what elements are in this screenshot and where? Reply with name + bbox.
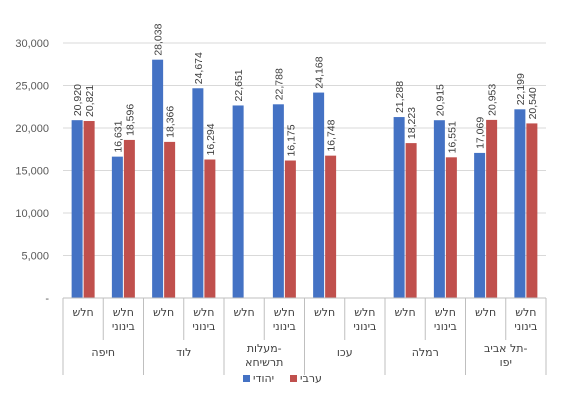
data-label: 22,199 bbox=[515, 73, 527, 105]
x-subcategory-label: בינוני bbox=[192, 320, 215, 333]
data-label: 18,223 bbox=[406, 107, 418, 139]
y-tick-label: 15,000 bbox=[15, 166, 49, 178]
data-label: 20,540 bbox=[527, 87, 539, 119]
bar-arab bbox=[325, 155, 337, 298]
bar-arab bbox=[204, 159, 216, 298]
x-group-label: רמלה bbox=[412, 346, 439, 359]
data-label: 20,953 bbox=[487, 84, 499, 116]
x-subcategory-label: חלש bbox=[435, 306, 456, 319]
legend: יהודי ערבי bbox=[243, 372, 322, 385]
bar-jewish bbox=[433, 120, 445, 298]
y-tick-label: 20,000 bbox=[15, 123, 49, 135]
x-group-label: עכו bbox=[337, 346, 353, 359]
legend-swatch bbox=[243, 375, 250, 382]
data-label: 20,821 bbox=[84, 85, 96, 117]
bar-jewish bbox=[152, 59, 164, 298]
bar-jewish bbox=[514, 109, 526, 298]
bar-jewish bbox=[313, 92, 325, 299]
data-label: 28,038 bbox=[153, 23, 165, 55]
data-label: 22,651 bbox=[233, 69, 245, 101]
bar-arab bbox=[284, 160, 296, 298]
x-subcategory-label: חלש bbox=[234, 306, 255, 319]
data-label: 17,069 bbox=[475, 117, 487, 149]
data-label: 16,748 bbox=[326, 119, 338, 151]
data-label: 24,168 bbox=[314, 56, 326, 88]
x-subcategory-label: בינוני bbox=[353, 320, 376, 333]
x-group-label: תל אביב- bbox=[484, 342, 528, 355]
x-subcategory-label: חלש bbox=[193, 306, 214, 319]
y-tick-label: 5,000 bbox=[21, 251, 49, 263]
bar-jewish bbox=[71, 120, 83, 299]
bar-arab bbox=[164, 141, 176, 298]
y-axis: - 5,000 10,000 15,000 20,000 25,000 30,000 bbox=[15, 38, 49, 305]
x-subcategory-label: בינוני bbox=[273, 320, 296, 333]
bar-arab bbox=[445, 157, 457, 298]
data-label: 18,596 bbox=[124, 104, 136, 136]
y-tick-label: - bbox=[45, 293, 49, 305]
bar-arab bbox=[486, 119, 498, 298]
bar-jewish bbox=[232, 105, 244, 299]
bar-arab bbox=[83, 121, 95, 298]
x-subcategory-label: חלש bbox=[274, 306, 295, 319]
bar-arab bbox=[526, 123, 538, 298]
bars bbox=[71, 59, 538, 299]
data-label: 16,551 bbox=[446, 121, 458, 153]
x-group-label: לוד bbox=[176, 346, 191, 359]
bar-arab bbox=[405, 143, 417, 298]
data-label: 16,294 bbox=[205, 123, 217, 155]
x-subcategory-label: חלש bbox=[515, 306, 536, 319]
bar-jewish bbox=[474, 152, 486, 298]
x-subcategory-label: בינוני bbox=[112, 320, 135, 333]
bar-jewish bbox=[111, 156, 123, 298]
bar-jewish bbox=[272, 104, 284, 298]
y-tick-label: 25,000 bbox=[15, 81, 49, 93]
y-tick-label: 30,000 bbox=[15, 38, 49, 50]
x-subcategory-label: חלש bbox=[314, 306, 335, 319]
x-subcategory-label: בינוני bbox=[434, 320, 457, 333]
data-label: 24,674 bbox=[193, 52, 205, 84]
x-subcategory-label: חלש bbox=[73, 306, 94, 319]
x-subcategory-label: חלש bbox=[354, 306, 375, 319]
gridlines bbox=[63, 42, 546, 256]
data-label: 16,631 bbox=[112, 120, 124, 152]
x-subcategory-label: חלש bbox=[153, 306, 174, 319]
x-group-label: תרשיחא bbox=[245, 356, 283, 369]
legend-label: ערבי bbox=[300, 372, 322, 385]
data-label: 16,175 bbox=[285, 124, 297, 156]
x-subcategory-label: חלש bbox=[475, 306, 496, 319]
x-subcategory-label: בינוני bbox=[514, 320, 537, 333]
legend-swatch bbox=[290, 375, 297, 382]
data-label: 21,288 bbox=[394, 81, 406, 113]
bar-jewish bbox=[393, 117, 405, 298]
data-label: 18,366 bbox=[165, 106, 177, 138]
data-label: 20,915 bbox=[434, 84, 446, 116]
data-label: 22,788 bbox=[273, 68, 285, 100]
y-tick-label: 10,000 bbox=[15, 208, 49, 220]
x-subcategory-label: חלש bbox=[113, 306, 134, 319]
x-subcategory-label: חלש bbox=[395, 306, 416, 319]
bar-jewish bbox=[192, 88, 204, 298]
legend-label: יהודי bbox=[253, 372, 274, 385]
x-group-label: חיפה bbox=[91, 346, 115, 359]
bar-arab bbox=[123, 139, 135, 298]
data-labels: 20,920 16,631 28,038 24,674 22,651 22,788 24,1… bbox=[72, 23, 539, 156]
data-label: 20,920 bbox=[72, 84, 84, 116]
x-group-label: יפו bbox=[500, 356, 512, 369]
x-group-label: מעלות- bbox=[247, 342, 282, 355]
